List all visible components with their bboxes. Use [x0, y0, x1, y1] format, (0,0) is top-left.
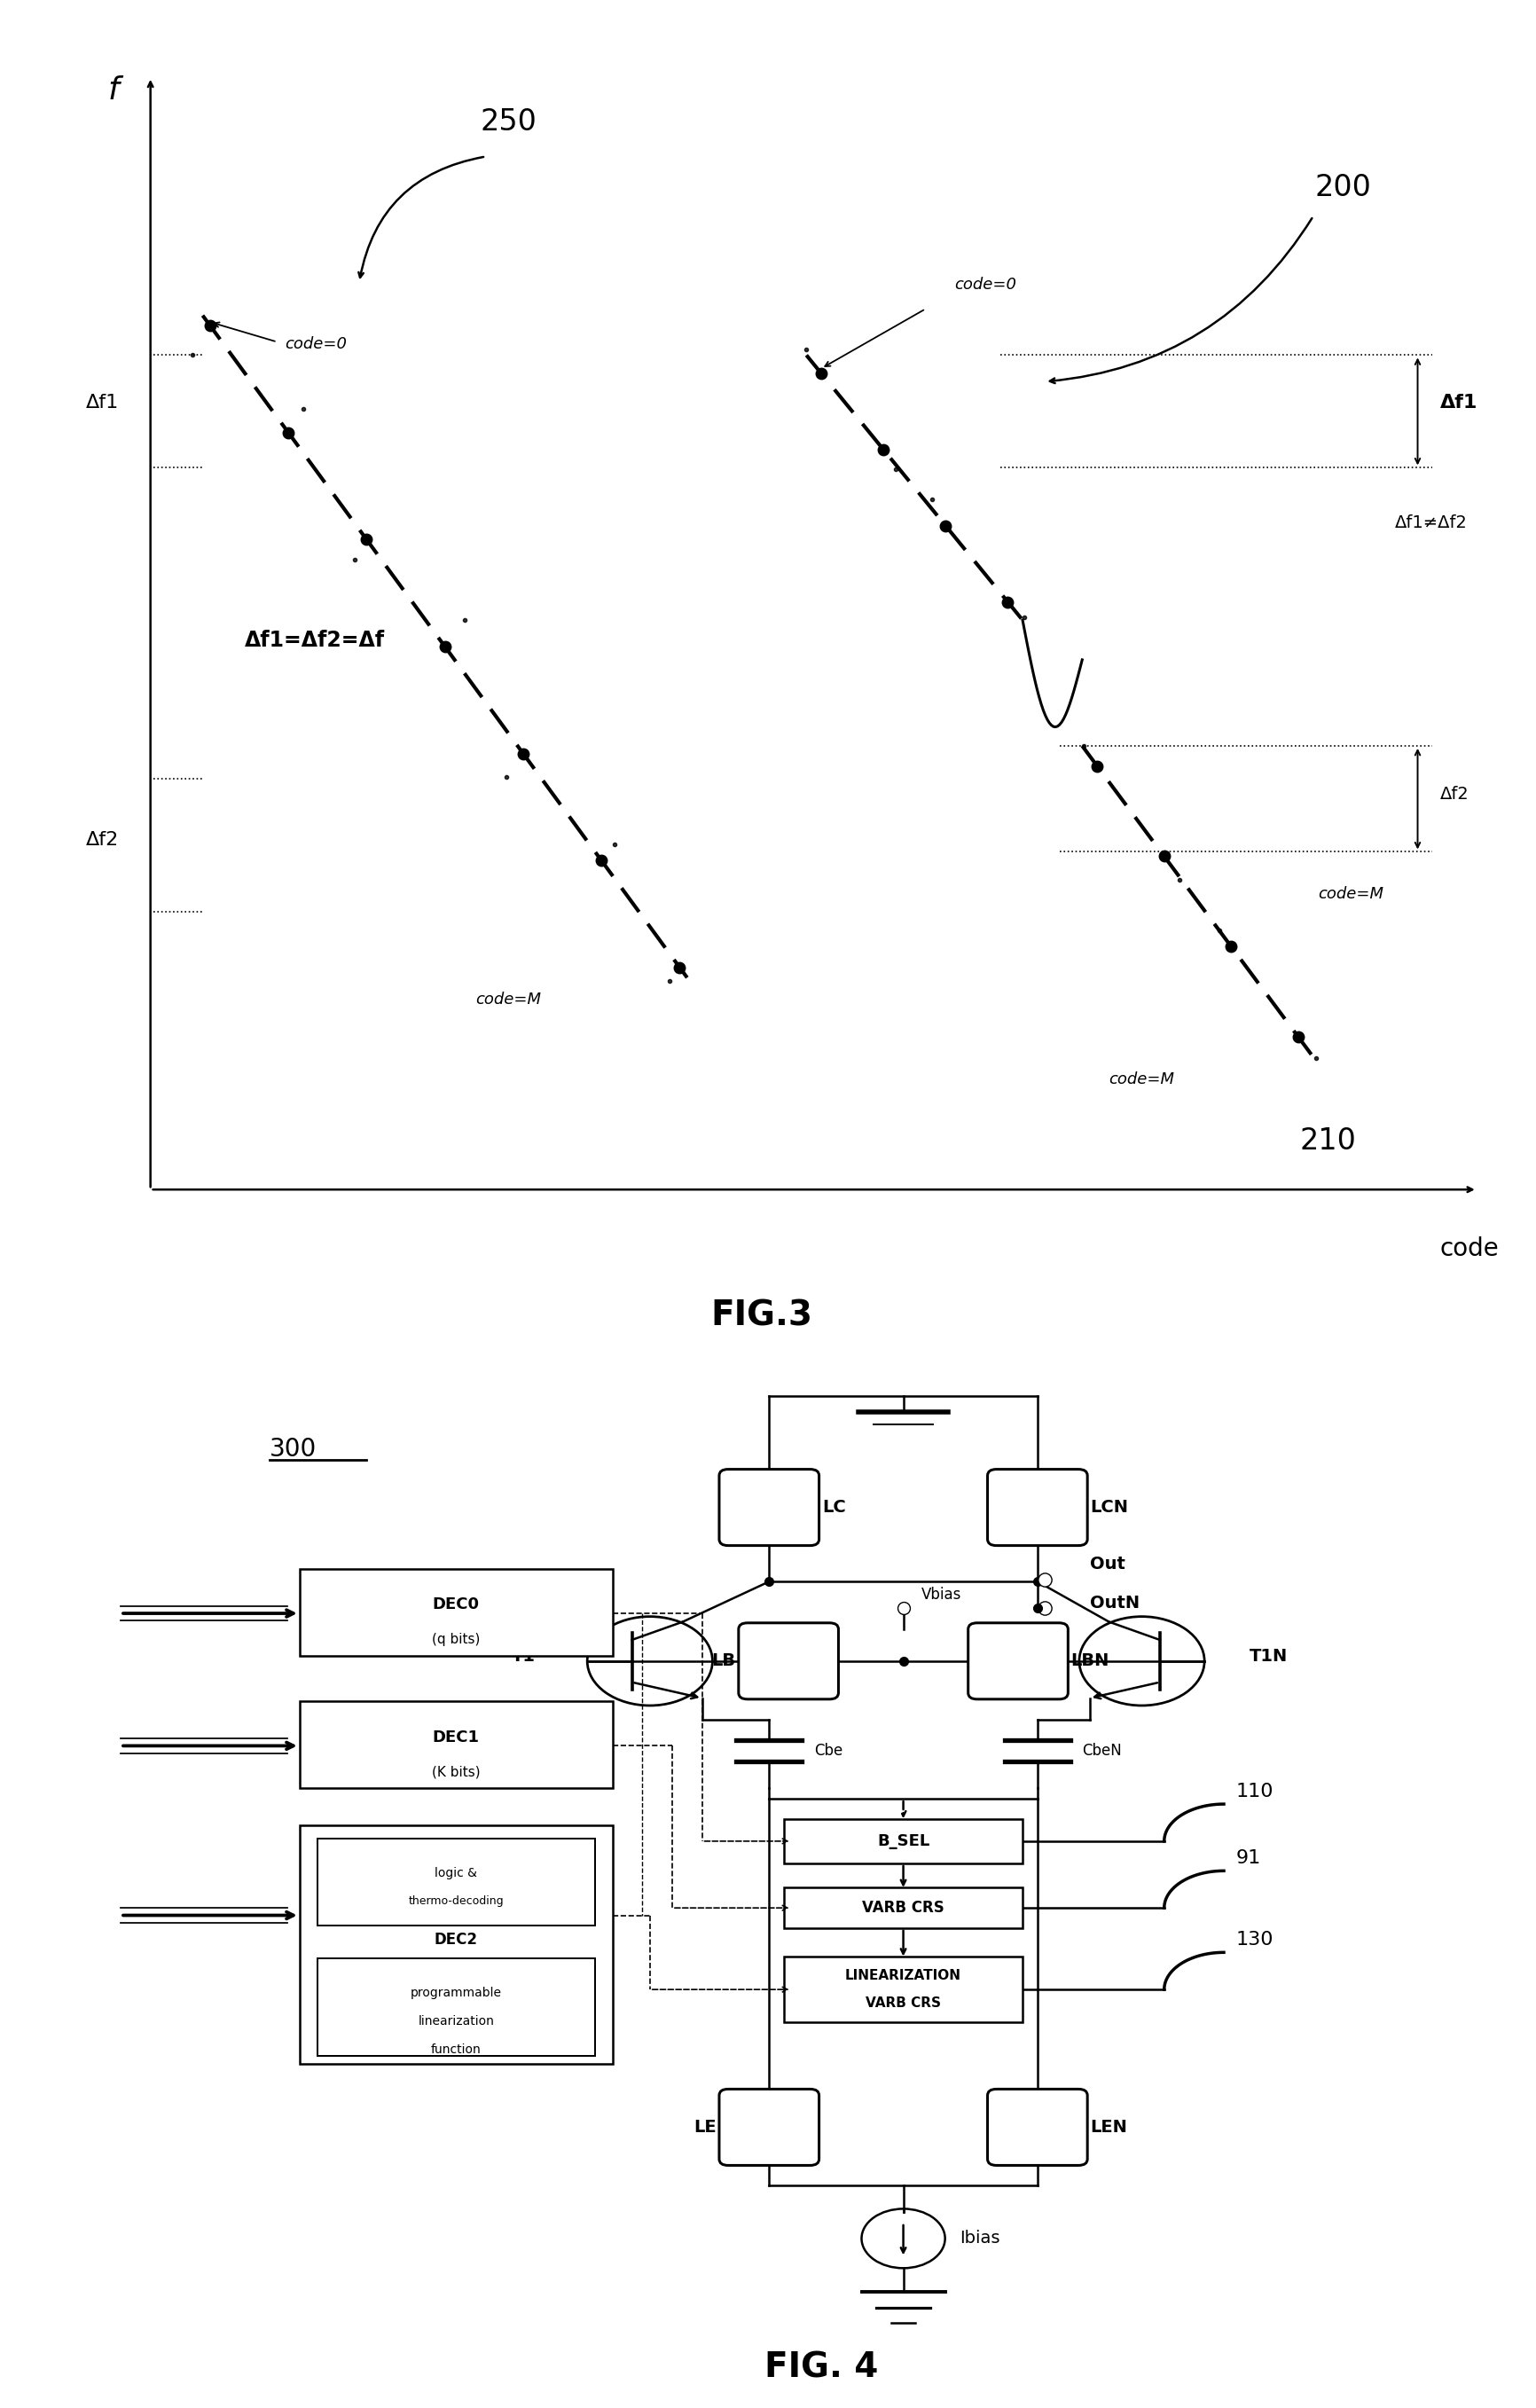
Text: 91: 91	[1235, 1849, 1260, 1866]
Text: 300: 300	[270, 1438, 316, 1462]
Text: thermo-decoding: thermo-decoding	[409, 1895, 504, 1907]
Text: CbeN: CbeN	[1081, 1743, 1121, 1760]
Bar	[783, 1958, 1021, 2023]
Bar	[318, 1958, 594, 2056]
Text: Out: Out	[1089, 1556, 1124, 1572]
FancyBboxPatch shape	[988, 1469, 1087, 1546]
Text: code=M: code=M	[1316, 886, 1382, 901]
Text: Δf1=Δf2=Δf: Δf1=Δf2=Δf	[244, 631, 384, 650]
Text: code: code	[1439, 1238, 1499, 1262]
Text: 110: 110	[1235, 1782, 1273, 1801]
FancyBboxPatch shape	[719, 1469, 819, 1546]
Text: code=M: code=M	[1109, 1072, 1174, 1086]
Bar	[300, 1825, 613, 2064]
Text: T1N: T1N	[1249, 1647, 1287, 1664]
Text: FIG.3: FIG.3	[710, 1298, 813, 1332]
Text: LE: LE	[693, 2119, 716, 2136]
Text: LBN: LBN	[1071, 1652, 1109, 1669]
Text: 210: 210	[1299, 1127, 1356, 1156]
Bar	[300, 1570, 613, 1657]
Text: FIG. 4: FIG. 4	[763, 2350, 877, 2384]
FancyBboxPatch shape	[988, 2090, 1087, 2165]
Text: logic &: logic &	[435, 1866, 478, 1878]
Text: code=0: code=0	[954, 277, 1015, 291]
Text: linearization: linearization	[418, 2015, 495, 2028]
Text: 200: 200	[1313, 173, 1370, 202]
Text: Δf1: Δf1	[1439, 395, 1476, 412]
Bar	[783, 1888, 1021, 1929]
Text: LEN: LEN	[1089, 2119, 1127, 2136]
Text: LC: LC	[822, 1500, 845, 1515]
Text: code=M: code=M	[475, 992, 541, 1007]
Text: Ibias: Ibias	[960, 2230, 1000, 2247]
Text: VARB CRS: VARB CRS	[862, 1900, 945, 1917]
Text: Vbias: Vbias	[920, 1587, 962, 1601]
Text: (q bits): (q bits)	[432, 1633, 479, 1647]
Text: DEC0: DEC0	[432, 1597, 479, 1613]
Text: B_SEL: B_SEL	[877, 1832, 929, 1849]
Text: VARB CRS: VARB CRS	[865, 1996, 940, 2011]
Text: 250: 250	[479, 106, 536, 137]
Text: T1: T1	[511, 1647, 535, 1664]
Text: LINEARIZATION: LINEARIZATION	[845, 1970, 962, 1982]
FancyBboxPatch shape	[739, 1623, 839, 1700]
Bar	[318, 1840, 594, 1926]
Text: OutN: OutN	[1089, 1594, 1138, 1611]
Text: function: function	[430, 2044, 481, 2056]
Text: code=0: code=0	[284, 337, 347, 352]
Text: Δf1≠Δf2: Δf1≠Δf2	[1395, 513, 1467, 530]
Text: Δf2: Δf2	[86, 831, 120, 848]
Bar	[300, 1702, 613, 1789]
Text: (K bits): (K bits)	[432, 1765, 481, 1780]
Text: DEC1: DEC1	[432, 1729, 479, 1746]
Text: Δf1: Δf1	[86, 395, 120, 412]
FancyBboxPatch shape	[719, 2090, 819, 2165]
Text: DEC2: DEC2	[435, 1931, 478, 1948]
Text: programmable: programmable	[410, 1987, 501, 1999]
Text: 130: 130	[1235, 1931, 1273, 1948]
Text: LCN: LCN	[1089, 1500, 1127, 1515]
Bar	[783, 1818, 1021, 1864]
Text: Cbe: Cbe	[814, 1743, 842, 1760]
Text: Δf2: Δf2	[1439, 785, 1468, 802]
Text: f: f	[108, 75, 118, 106]
FancyBboxPatch shape	[968, 1623, 1068, 1700]
Text: LB: LB	[711, 1652, 736, 1669]
